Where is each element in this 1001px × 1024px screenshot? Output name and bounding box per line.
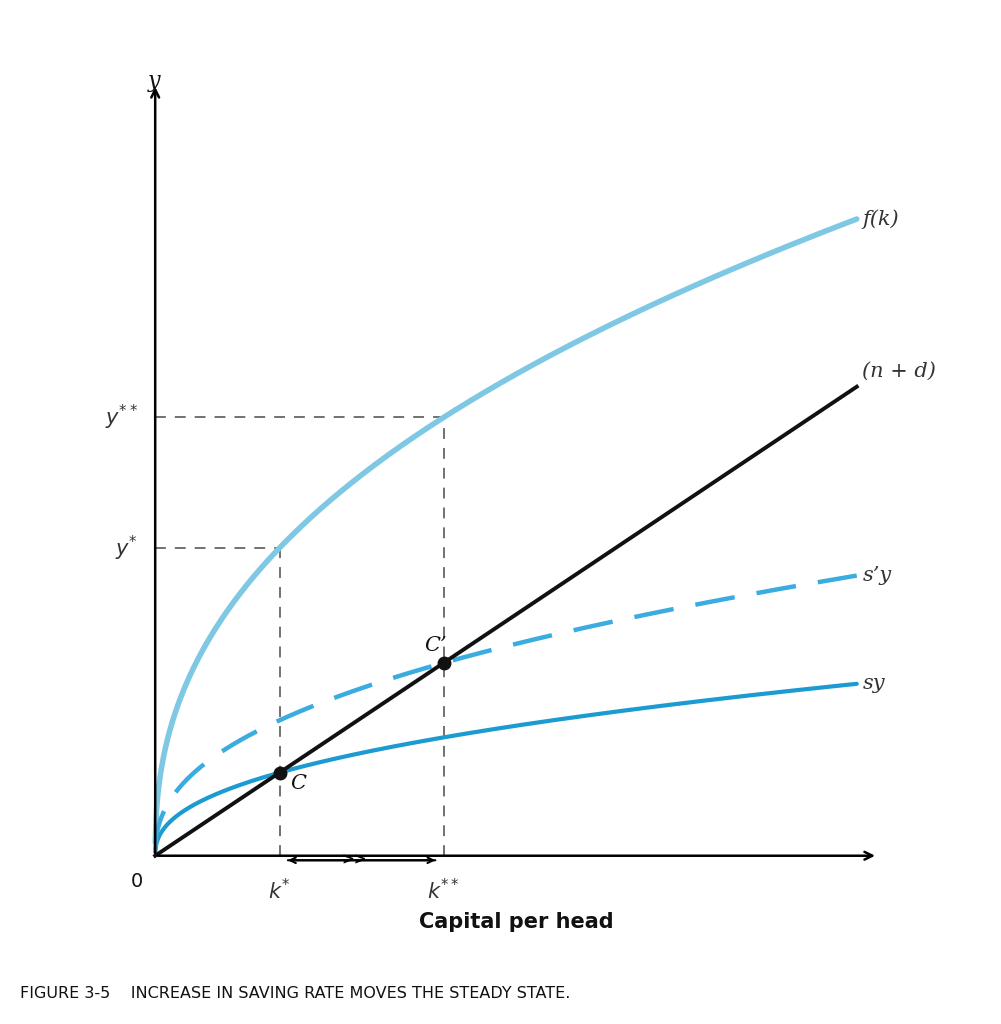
Text: $\mathit{k}^{**}$: $\mathit{k}^{**}$: [427, 879, 460, 903]
Text: $\mathit{y}^{**}$: $\mathit{y}^{**}$: [105, 402, 138, 432]
Text: Capital per head: Capital per head: [419, 912, 614, 933]
Text: $\mathit{y}^{*}$: $\mathit{y}^{*}$: [115, 534, 138, 562]
Text: C’: C’: [424, 637, 446, 655]
Text: >>: >>: [342, 853, 367, 867]
Text: sy: sy: [863, 675, 885, 693]
Text: y: y: [148, 70, 161, 92]
Text: FIGURE 3-5    INCREASE IN SAVING RATE MOVES THE STEADY STATE.: FIGURE 3-5 INCREASE IN SAVING RATE MOVES…: [20, 986, 571, 1001]
Text: C: C: [290, 774, 306, 794]
Text: $\mathit{k}^{*}$: $\mathit{k}^{*}$: [268, 879, 291, 903]
Text: 0: 0: [130, 872, 142, 891]
Text: s’y: s’y: [863, 566, 892, 585]
Text: f(k): f(k): [863, 209, 899, 228]
Text: (n + d): (n + d): [863, 361, 936, 381]
